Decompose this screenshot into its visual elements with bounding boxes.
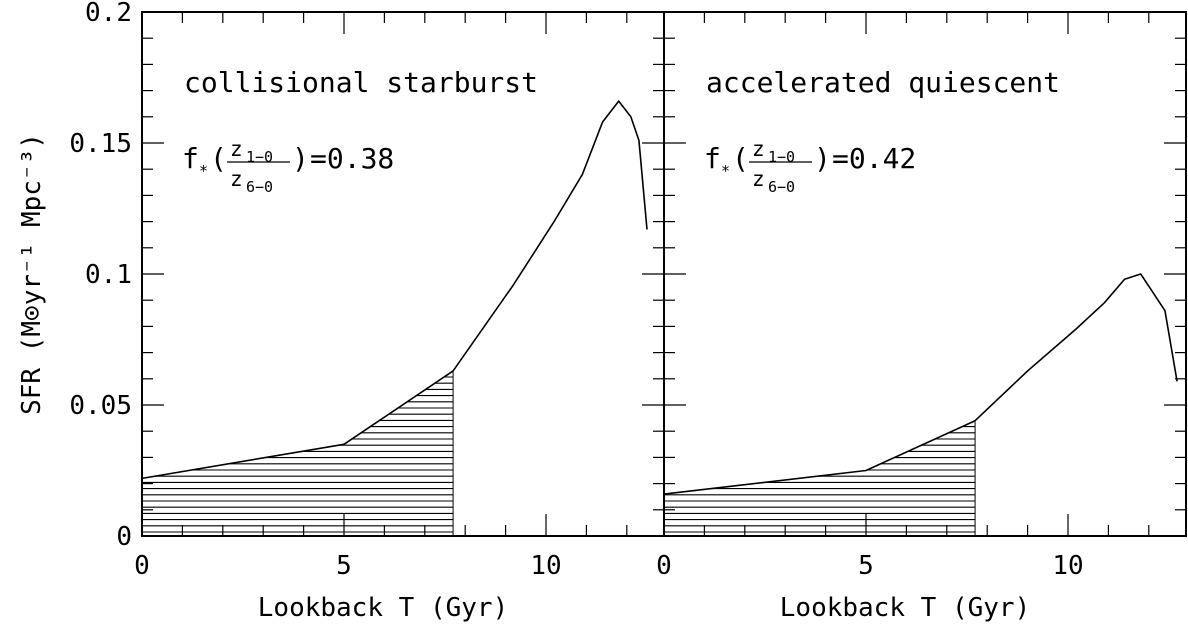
panel-2: 0 5 10 Lookback T (Gyr) accelerated quiescen… (656, 11, 1187, 623)
sfr-line (663, 273, 1178, 495)
fraction-label: f *(z 1−0z 6−0) =0.38 (182, 137, 394, 196)
x-tick-label: 5 (858, 551, 874, 581)
fraction-numerator-sub: 1−0 (246, 148, 273, 166)
sfr-line (141, 100, 648, 480)
x-tick-label: 0 (656, 551, 672, 581)
fraction-numerator-sub: 1−0 (768, 148, 795, 166)
fraction-denominator-sub: 6−0 (768, 178, 795, 196)
y-tick-label: 0.05 (69, 391, 132, 421)
y-tick-label: 0.1 (85, 260, 132, 290)
fraction-open-paren: ( (732, 142, 749, 175)
fraction-close-paren: ) (814, 142, 831, 175)
fraction-prefix: f (704, 142, 721, 175)
fraction-numerator: z (752, 137, 765, 161)
x-tick-label: 5 (336, 551, 352, 581)
x-axis-label: Lookback T (Gyr) (258, 593, 508, 623)
x-tick-label: 10 (1052, 551, 1083, 581)
x-tick-label: 10 (530, 551, 561, 581)
fraction-denominator: z (230, 167, 243, 191)
fraction-label: f *(z 1−0z 6−0) =0.42 (704, 137, 916, 196)
panel-annotation: accelerated quiescent (706, 66, 1060, 99)
y-tick-label: 0.2 (85, 0, 132, 28)
fraction-close-paren: ) (292, 142, 309, 175)
fraction-prefix: f (182, 142, 199, 175)
fraction-open-paren: ( (210, 142, 227, 175)
fraction-value: =0.42 (832, 142, 916, 175)
y-tick-label: 0 (116, 522, 132, 552)
fraction-numerator: z (230, 137, 243, 161)
x-tick-label: 0 (134, 551, 150, 581)
fraction-star: * (721, 162, 730, 180)
x-axis-label: Lookback T (Gyr) (780, 593, 1030, 623)
fraction-value: =0.38 (310, 142, 394, 175)
fraction-denominator: z (752, 167, 765, 191)
fraction-star: * (199, 162, 208, 180)
y-axis-label: SFR (M⊙yr⁻¹ Mpc⁻³) (17, 133, 47, 415)
y-tick-label: 0.15 (69, 129, 132, 159)
fraction-denominator-sub: 6−0 (246, 178, 273, 196)
panel-annotation: collisional starburst (184, 66, 538, 99)
plot-layer: SFR (M⊙yr⁻¹ Mpc⁻³) 0 0.05 0.1 0.15 0.2 0 5 10 Loo… (17, 0, 1187, 623)
panel-1: 0 5 10 Lookback T (Gyr) collisional starburs… (134, 11, 665, 623)
